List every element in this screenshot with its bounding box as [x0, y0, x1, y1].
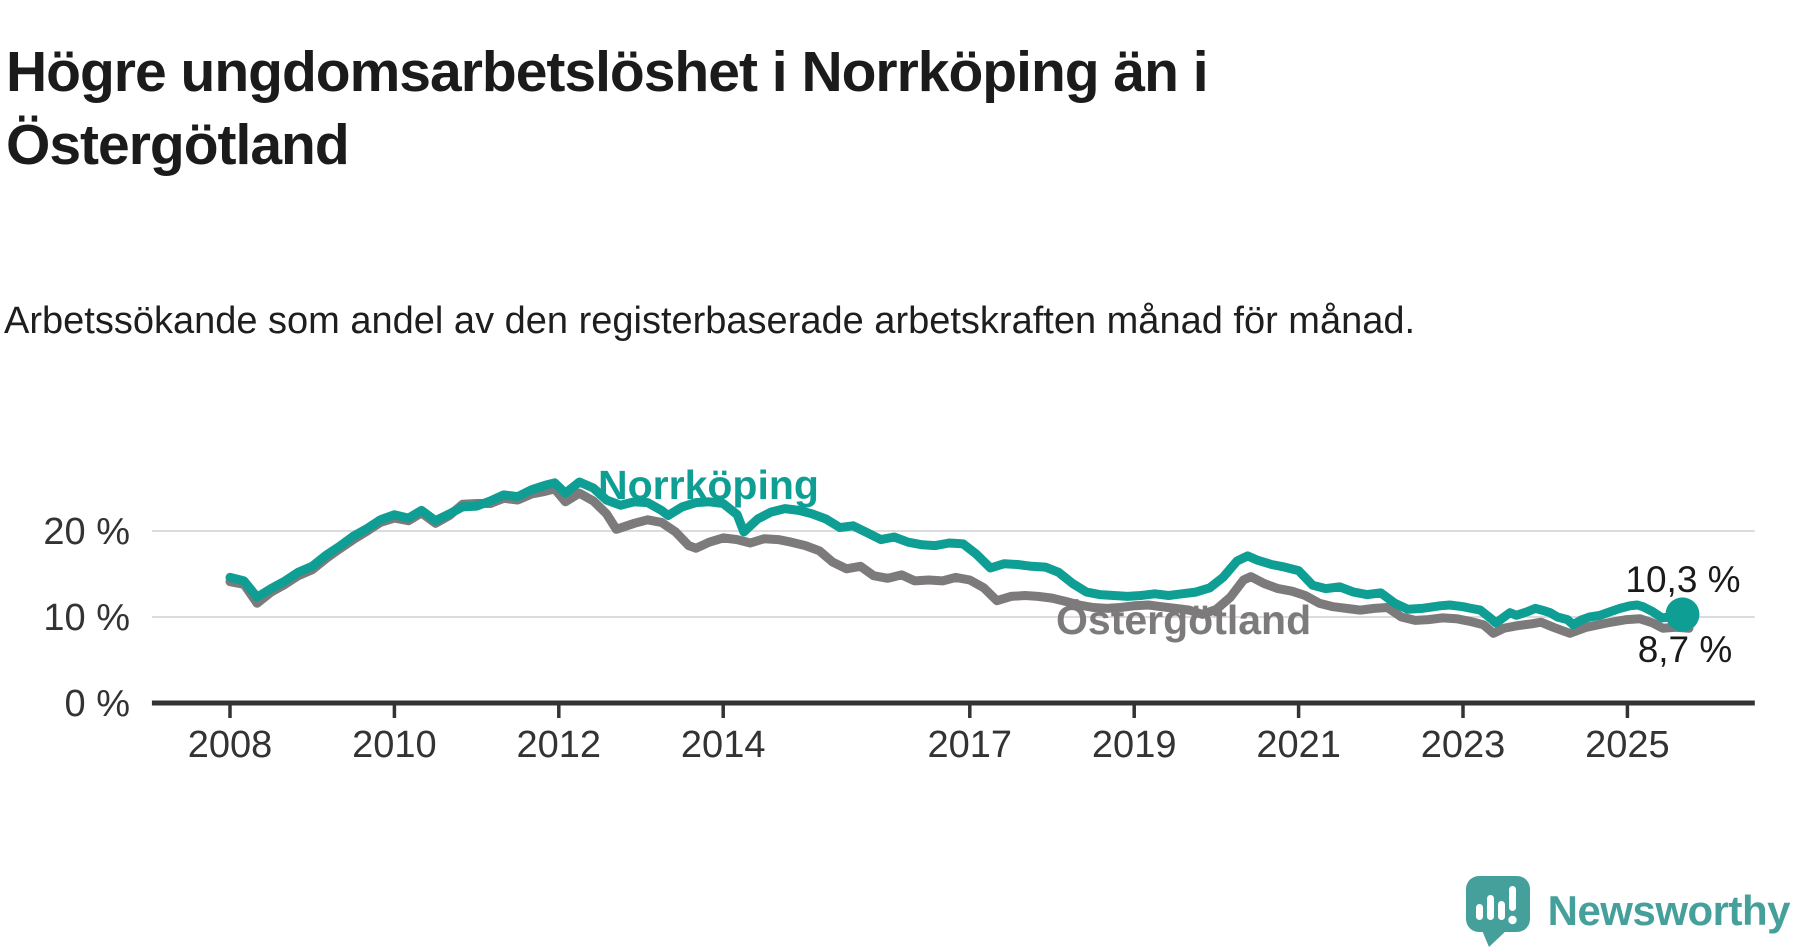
x-axis-label: 2019	[1092, 724, 1177, 766]
chart-subtitle: Arbetssökande som andel av den registerb…	[4, 300, 1416, 342]
bar-chart-speech-bubble-icon	[1465, 876, 1530, 947]
x-axis-label: 2014	[681, 724, 766, 766]
page-title: Högre ungdomsarbetslöshet i Norrköping ä…	[6, 40, 1209, 177]
y-axis-label: 0 %	[65, 683, 130, 725]
y-axis-label: 20 %	[43, 511, 130, 553]
x-axis-label: 2017	[928, 724, 1013, 766]
x-axis-label: 2012	[517, 724, 602, 766]
x-axis-label: 2008	[188, 724, 273, 766]
y-axis-label: 10 %	[43, 597, 130, 639]
series-label-norrkping: Norrköping	[598, 462, 819, 508]
x-axis-label: 2025	[1585, 724, 1670, 766]
end-value-label-stergtland: 8,7 %	[1638, 629, 1733, 670]
x-axis-label: 2021	[1256, 724, 1341, 766]
series-label-stergtland: Östergötland	[1056, 597, 1311, 643]
newsworthy-logo: Newsworthy	[1464, 874, 1791, 948]
brand-name: Newsworthy	[1547, 887, 1791, 934]
norrkping-line	[225, 477, 1687, 630]
x-axis-label: 2023	[1421, 724, 1506, 766]
x-axis-label: 2010	[352, 724, 437, 766]
end-value-label-norrkping: 10,3 %	[1625, 559, 1740, 600]
norrkping-end-dot	[1665, 597, 1700, 632]
